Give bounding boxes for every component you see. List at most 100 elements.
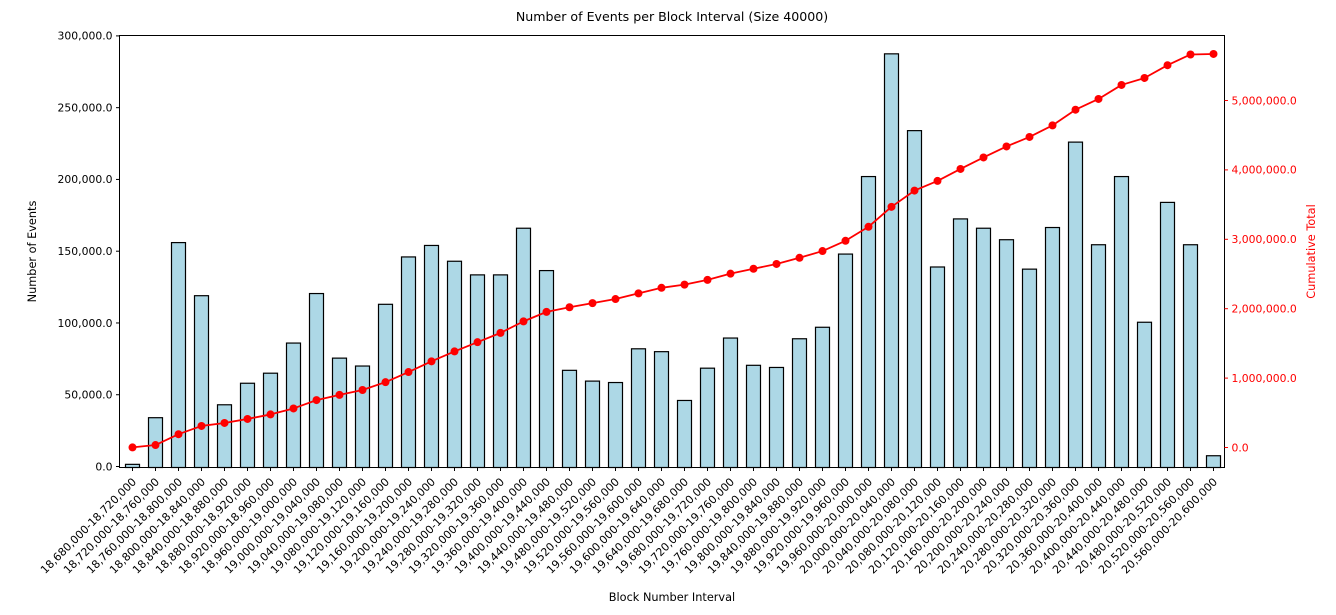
cumulative-point bbox=[864, 222, 873, 231]
bar bbox=[699, 367, 716, 469]
cumulative-point bbox=[473, 338, 482, 347]
cumulative-point bbox=[1071, 105, 1080, 114]
bar bbox=[216, 404, 233, 469]
bar bbox=[998, 239, 1015, 469]
cumulative-point bbox=[174, 430, 183, 439]
bar bbox=[400, 256, 417, 469]
cumulative-point bbox=[450, 347, 459, 356]
bar bbox=[193, 295, 210, 469]
y-tick-label-right: 2,000,000.0 bbox=[1232, 303, 1297, 316]
cumulative-point bbox=[703, 275, 712, 284]
bar bbox=[354, 365, 371, 469]
bar bbox=[1182, 244, 1199, 469]
cumulative-point bbox=[1094, 94, 1103, 103]
y-tick-label-right: 0.0 bbox=[1232, 441, 1249, 454]
cumulative-point bbox=[772, 259, 781, 268]
y-tick-label-right: 4,000,000.0 bbox=[1232, 164, 1297, 177]
bar bbox=[768, 366, 785, 469]
cumulative-point bbox=[266, 410, 275, 419]
cumulative-point bbox=[519, 317, 528, 326]
cumulative-point bbox=[220, 418, 229, 427]
cumulative-line bbox=[132, 53, 1214, 449]
cumulative-point bbox=[841, 236, 850, 245]
y-tick-label-left: 0.0 bbox=[95, 460, 112, 473]
cumulative-point bbox=[542, 307, 551, 316]
y-tick-label-right: 1,000,000.0 bbox=[1232, 372, 1297, 385]
bar bbox=[331, 357, 348, 469]
y-tick-label-left: 200,000.0 bbox=[58, 173, 113, 186]
y-tick-label-left: 50,000.0 bbox=[64, 389, 112, 402]
bar bbox=[837, 253, 854, 469]
cumulative-point bbox=[795, 253, 804, 262]
x-axis-label: Block Number Interval bbox=[609, 591, 735, 604]
bar bbox=[515, 227, 532, 469]
bar bbox=[975, 227, 992, 469]
y-tick-label-left: 150,000.0 bbox=[58, 245, 113, 258]
bar bbox=[814, 326, 831, 469]
bar bbox=[883, 53, 900, 469]
cumulative-point bbox=[657, 283, 666, 292]
cumulative-point bbox=[1002, 142, 1011, 151]
bar bbox=[653, 351, 670, 469]
cumulative-point bbox=[588, 299, 597, 308]
bar bbox=[1205, 455, 1222, 469]
cumulative-point bbox=[197, 421, 206, 430]
bar bbox=[492, 274, 509, 469]
cumulative-line-series bbox=[128, 49, 1218, 452]
cumulative-point bbox=[1209, 49, 1218, 58]
y-axis-right: 0.0 1,000,000.0 2,000,000.0 3,000,000.0 4,00… bbox=[1224, 94, 1297, 454]
cumulative-point bbox=[496, 328, 505, 337]
y-tick-label-right: 5,000,000.0 bbox=[1232, 94, 1297, 107]
x-axis: 18,680,000-18,720,00018,720,000-18,760,0… bbox=[38, 467, 1220, 577]
y-axis-left-label: Number of Events bbox=[26, 201, 39, 303]
cumulative-point bbox=[634, 289, 643, 298]
bar bbox=[1044, 226, 1061, 469]
cumulative-point bbox=[680, 280, 689, 289]
cumulative-point bbox=[427, 357, 436, 366]
cumulative-point bbox=[818, 247, 827, 256]
bar bbox=[1113, 175, 1130, 469]
cumulative-point bbox=[1186, 50, 1195, 59]
cumulative-point bbox=[1048, 121, 1057, 130]
cumulative-point bbox=[404, 368, 413, 377]
bar bbox=[791, 338, 808, 469]
cumulative-point bbox=[611, 295, 620, 304]
cumulative-point bbox=[335, 390, 344, 399]
cumulative-point bbox=[358, 386, 367, 394]
cumulative-point bbox=[910, 186, 919, 195]
cumulative-point bbox=[749, 264, 758, 273]
bar bbox=[630, 348, 647, 469]
y-tick-label-left: 250,000.0 bbox=[58, 101, 113, 114]
y-tick-label-left: 100,000.0 bbox=[58, 317, 113, 330]
bar bbox=[262, 372, 279, 469]
bar bbox=[906, 130, 923, 469]
bar bbox=[1090, 244, 1107, 469]
cumulative-point bbox=[151, 441, 160, 450]
cumulative-point bbox=[1117, 80, 1126, 89]
cumulative-point bbox=[956, 164, 965, 173]
y-tick-label-left: 300,000.0 bbox=[58, 30, 113, 43]
cumulative-point bbox=[128, 443, 137, 452]
cumulative-point bbox=[381, 378, 390, 387]
cumulative-point bbox=[1163, 61, 1172, 70]
bar bbox=[446, 260, 463, 469]
bar bbox=[722, 337, 739, 469]
bar bbox=[929, 266, 946, 469]
bar bbox=[952, 218, 969, 469]
bar bbox=[1067, 141, 1084, 469]
bar bbox=[1159, 201, 1176, 469]
cumulative-point bbox=[726, 269, 735, 278]
cumulative-point bbox=[565, 303, 574, 312]
bar bbox=[1021, 268, 1038, 469]
bar bbox=[423, 244, 440, 469]
cumulative-point bbox=[979, 153, 988, 162]
bar bbox=[676, 399, 693, 469]
bar bbox=[607, 381, 624, 469]
bar bbox=[561, 369, 578, 469]
cumulative-point bbox=[243, 414, 252, 423]
cumulative-point bbox=[933, 176, 942, 185]
cumulative-point bbox=[1025, 132, 1034, 141]
y-axis-right-label: Cumulative Total bbox=[1305, 204, 1318, 298]
